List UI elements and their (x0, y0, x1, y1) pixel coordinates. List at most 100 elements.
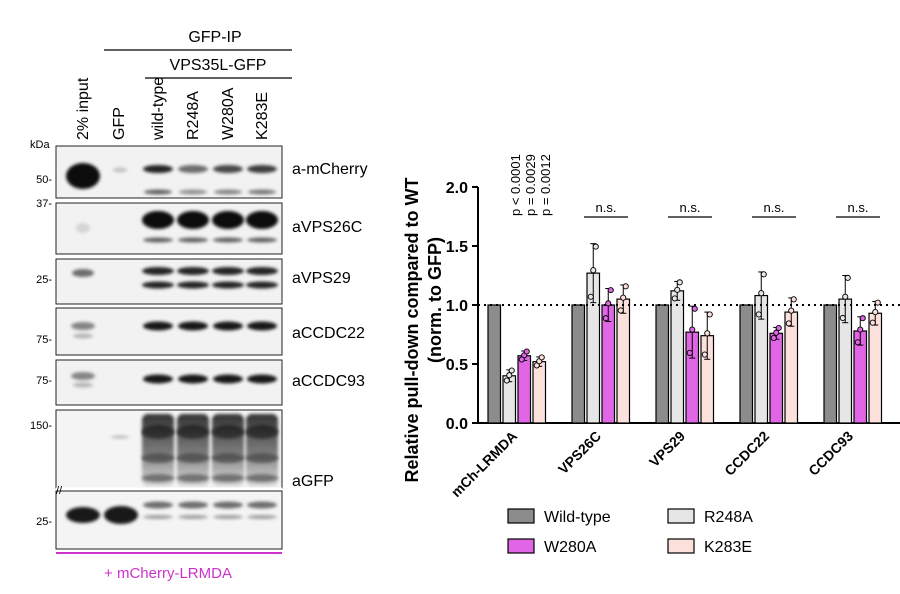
lane-label: wild-type (150, 77, 167, 141)
data-point (839, 314, 846, 322)
data-point (592, 243, 599, 250)
lane-label: GFP (111, 107, 128, 140)
data-point (617, 307, 624, 314)
blot-band (71, 372, 95, 380)
bar (571, 304, 586, 424)
blot-band (177, 281, 209, 289)
data-point (587, 293, 594, 300)
category-label: VPS26C (555, 428, 604, 477)
legend-swatch (667, 538, 695, 554)
y-tick-label: 0.0 (446, 416, 468, 433)
blot-band (76, 223, 90, 233)
significance-label: n.s. (680, 200, 701, 215)
data-point (760, 271, 767, 278)
blot-band (73, 382, 93, 388)
blot-band (178, 501, 208, 509)
data-point (674, 286, 681, 293)
data-point (704, 330, 711, 337)
p-value-label: p = 0.0029 (523, 154, 538, 216)
category-label: CCDC22 (721, 428, 772, 479)
blot-band (178, 237, 208, 243)
blot-band (212, 211, 244, 229)
y-axis-label-2: (norm. to GFP) (425, 237, 445, 363)
data-point (590, 267, 597, 274)
data-point (622, 283, 629, 290)
blot-band (213, 501, 243, 509)
data-point (857, 326, 864, 333)
blot-band (246, 281, 278, 289)
break-mark: // (56, 485, 63, 497)
blot-band (247, 374, 277, 384)
antibody-label: aGFP (292, 473, 334, 490)
blot-strip (55, 202, 283, 255)
blot-band (212, 267, 244, 275)
bar (487, 304, 502, 424)
blot-smear (142, 414, 174, 486)
blot-band (143, 501, 173, 509)
significance-label: n.s. (848, 200, 869, 215)
data-point (775, 324, 782, 332)
antibody-label: aCCDC22 (292, 325, 365, 342)
lane-label: 2% input (75, 77, 92, 140)
blot-band (213, 321, 243, 331)
blot-band (143, 515, 173, 519)
bars (487, 243, 883, 424)
data-point (758, 290, 765, 297)
kda-marker: 37- (36, 198, 52, 210)
legend-swatch (507, 538, 535, 554)
blot-band (143, 237, 173, 243)
data-point (689, 326, 696, 333)
blot-band (247, 321, 277, 331)
blot-band (213, 374, 243, 384)
bar (739, 304, 754, 424)
bar (769, 332, 784, 424)
data-point (773, 329, 780, 336)
bar (670, 290, 685, 424)
blot-strip (55, 258, 283, 305)
legend-label: W280A (544, 539, 597, 556)
data-point (671, 295, 678, 302)
blot-band (178, 321, 208, 331)
legend-swatch (507, 508, 535, 524)
legend-swatch (667, 508, 695, 524)
blot-band (142, 281, 174, 289)
y-tick-label: 1.0 (446, 298, 468, 315)
bar (532, 361, 547, 424)
blot-band (104, 506, 138, 524)
western-blot-panel: 2% input GFP wild-type R248A W280A K283E GFP-I… (30, 29, 368, 582)
significance-label: n.s. (596, 200, 617, 215)
blot-band (143, 321, 173, 331)
blot-smear (246, 414, 278, 486)
blot-band (72, 269, 94, 277)
blot-band (213, 515, 243, 519)
bar (616, 298, 631, 424)
y-tick-label: 2.0 (446, 180, 468, 197)
blot-band (144, 189, 172, 195)
data-point (770, 334, 777, 342)
blot-band (247, 237, 277, 243)
y-tick-label: 0.5 (446, 357, 468, 374)
data-point (706, 311, 713, 318)
data-point (869, 319, 876, 326)
kda-marker: 25- (36, 516, 52, 528)
legend-label: R248A (704, 509, 753, 526)
category-label: mCh-LRMDA (448, 428, 520, 500)
data-point (503, 377, 510, 384)
blot-band (214, 189, 242, 195)
blot-strip (55, 359, 283, 406)
blot-band (142, 211, 174, 229)
data-point (788, 307, 795, 314)
y-axis-label: Relative pull-down compared to WT (402, 177, 422, 482)
blot-band (177, 267, 209, 275)
blot-band (213, 237, 243, 243)
blot-band (73, 333, 93, 339)
data-point (844, 274, 851, 281)
data-point (538, 354, 545, 361)
ip-label: GFP-IP (188, 29, 241, 46)
kda-marker: 50- (36, 174, 52, 186)
antibody-label: aVPS29 (292, 270, 351, 287)
category-label: VPS29 (646, 428, 688, 470)
data-point (523, 348, 530, 355)
blot-band (143, 165, 173, 173)
